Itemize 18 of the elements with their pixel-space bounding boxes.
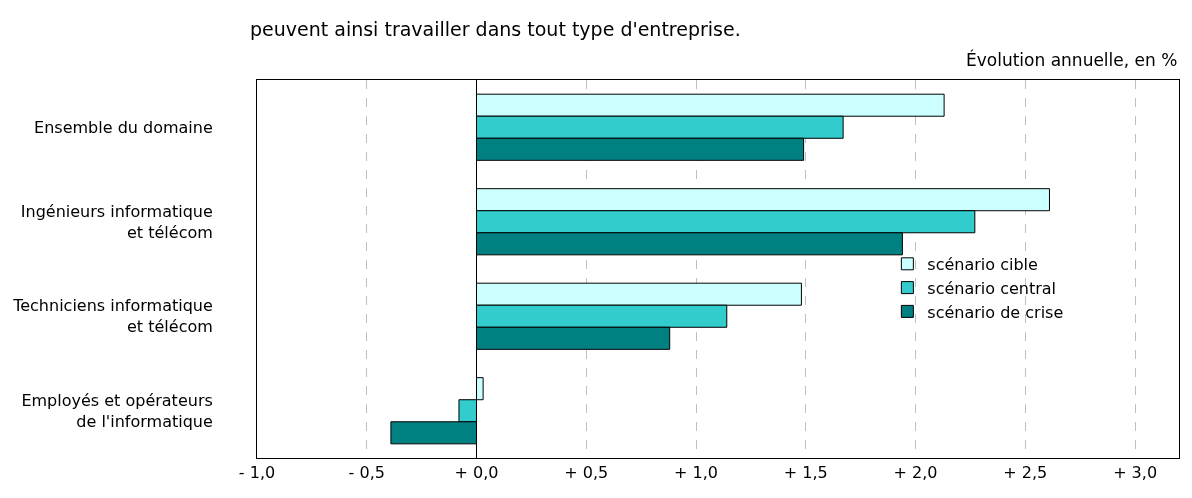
- x-tick-label: - 1,0: [238, 463, 276, 483]
- x-axis-title: Évolution annuelle, en %: [966, 49, 1178, 70]
- x-tick-label: + 2,0: [893, 463, 938, 483]
- y-tick-label: Techniciens informatique et télécom: [12, 296, 213, 337]
- x-tick-label: + 0,0: [454, 463, 499, 483]
- x-tick-label: + 2,5: [1003, 463, 1048, 483]
- x-tick-label: + 1,0: [674, 463, 719, 483]
- y-tick-label: Employés et opérateurs de l'informatique: [21, 390, 213, 431]
- legend-label: scénario central: [927, 278, 1057, 298]
- legend-label: scénario cible: [927, 255, 1038, 275]
- legend-label: scénario de crise: [927, 302, 1064, 322]
- x-tick-label: - 0,5: [348, 463, 385, 483]
- y-tick-label: Ingénieurs informatique et télécom: [20, 201, 213, 242]
- x-tick-label: + 0,5: [564, 463, 609, 483]
- text: peuvent ainsi travailler dans tout type d'entreprise.: [250, 18, 741, 40]
- x-tick-label: + 1,5: [783, 463, 828, 483]
- y-tick-label: Ensemble du domaine: [34, 117, 213, 137]
- x-tick-label: + 3,0: [1113, 463, 1158, 483]
